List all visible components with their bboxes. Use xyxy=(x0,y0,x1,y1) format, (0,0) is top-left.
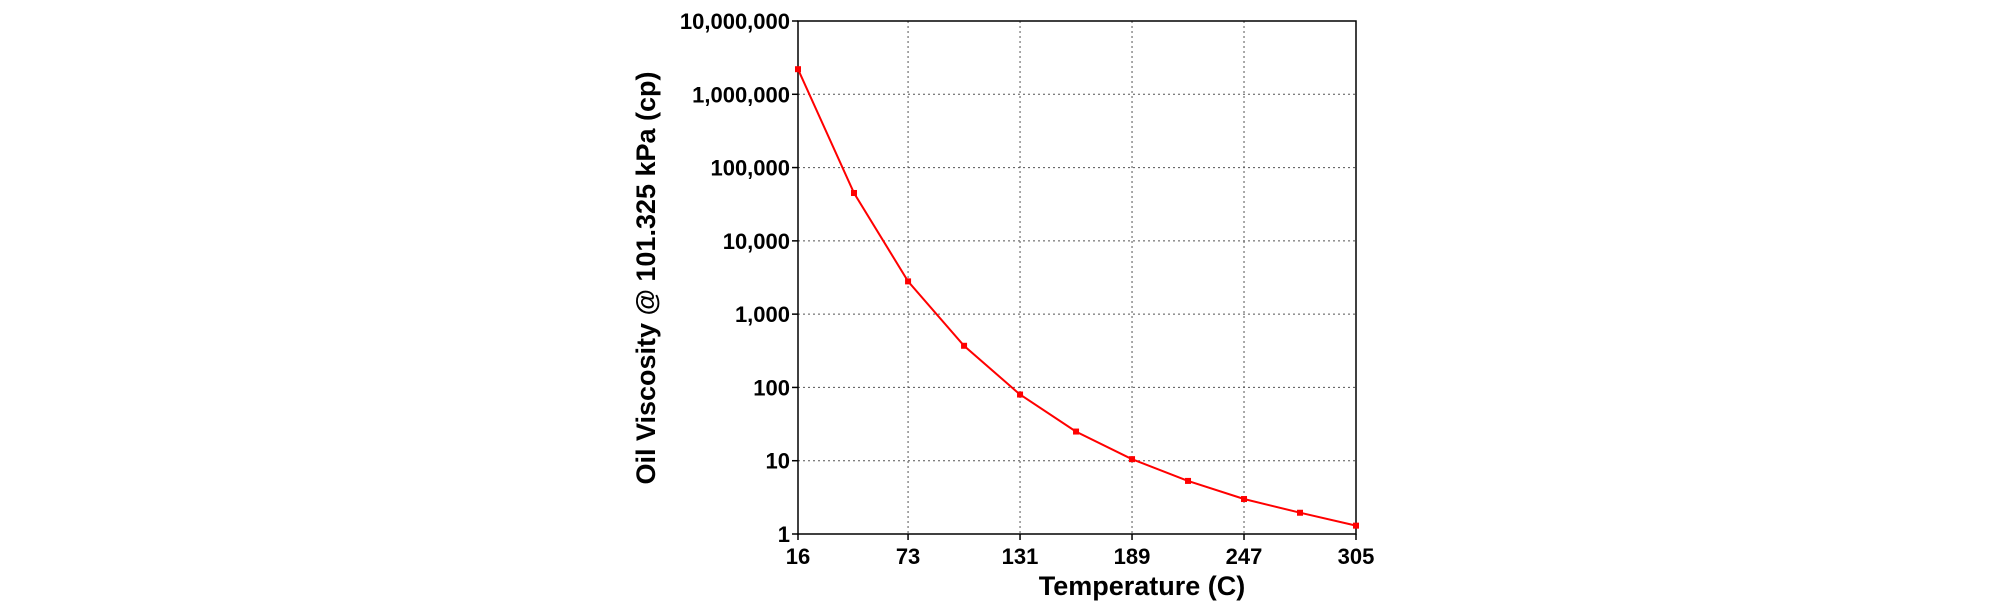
data-point xyxy=(1241,496,1248,503)
x-tick-label: 305 xyxy=(1338,544,1375,569)
x-tick-label: 247 xyxy=(1226,544,1263,569)
data-point xyxy=(1073,428,1080,435)
data-point xyxy=(850,189,857,196)
plot-area-frame xyxy=(797,20,1357,535)
series xyxy=(795,66,1359,529)
data-point xyxy=(1185,477,1192,484)
data-point xyxy=(1129,456,1136,463)
series-line xyxy=(797,68,1357,527)
grid xyxy=(798,21,1356,534)
x-tick-label: 189 xyxy=(1114,544,1151,569)
x-tick-label: 131 xyxy=(1002,544,1039,569)
x-axis-title: Temperature (C) xyxy=(1039,571,1246,601)
x-tick-label: 73 xyxy=(896,544,920,569)
data-point xyxy=(1297,509,1304,516)
y-axis-title: Oil Viscosity @ 101.325 kPa (cp) xyxy=(631,71,661,484)
y-tick-label: 10 xyxy=(766,449,790,474)
y-tick-label: 1,000 xyxy=(735,302,790,327)
x-tick-label: 16 xyxy=(786,544,810,569)
y-tick-label: 10,000,000 xyxy=(680,9,790,34)
y-tick-label: 100 xyxy=(753,375,790,400)
data-point xyxy=(795,66,801,73)
y-tick-label: 10,000 xyxy=(723,229,790,254)
data-point xyxy=(961,342,968,349)
y-tick-label: 1 xyxy=(778,522,790,547)
data-point xyxy=(1353,522,1359,529)
y-tick-label: 100,000 xyxy=(710,156,790,181)
data-point xyxy=(905,278,912,285)
data-point xyxy=(1017,391,1024,398)
y-tick-label: 1,000,000 xyxy=(692,82,790,107)
x-axis-ticks: 16 73 131 189 247 305 xyxy=(786,534,1375,569)
y-axis-ticks: 1 10 100 1,000 10,000 100,000 1,000,000 10,000,… xyxy=(680,9,798,547)
